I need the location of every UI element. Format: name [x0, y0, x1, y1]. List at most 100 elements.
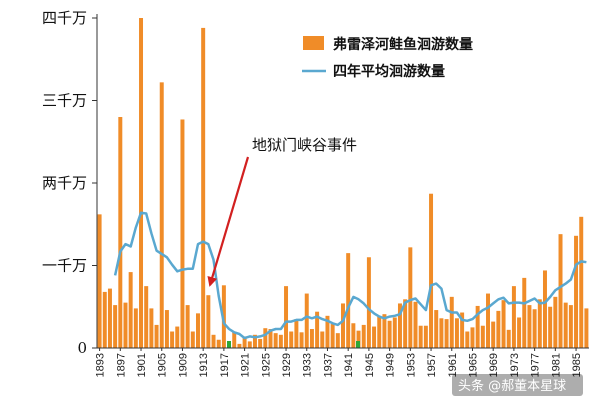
axes — [96, 14, 589, 349]
bar — [574, 235, 579, 348]
legend-label-line: 四年平均洄游数量 — [333, 63, 445, 80]
bar — [470, 327, 475, 349]
x-tick-labels: 1893 1897 1901 1905 1909 1913 1917 1921 1925 1929… — [95, 348, 583, 377]
bar — [315, 311, 320, 348]
x-tick-label: 1981 — [550, 353, 562, 377]
x-tick-label: 1909 — [178, 353, 190, 377]
bar — [190, 331, 195, 348]
x-tick-label: 1897 — [115, 353, 127, 377]
bar — [170, 331, 175, 348]
bar — [537, 299, 542, 348]
x-tick-label: 1893 — [95, 353, 107, 377]
bar — [294, 319, 299, 349]
bar — [185, 305, 190, 348]
bar — [449, 296, 454, 348]
bar — [325, 315, 330, 348]
bar — [553, 296, 558, 348]
bar — [486, 293, 490, 348]
watermark: 头条 @郝董本星球 — [452, 374, 583, 396]
legend-swatch-bar — [303, 36, 324, 50]
x-tick-label: 1941 — [343, 353, 355, 377]
bar — [568, 305, 573, 348]
bar — [309, 329, 314, 348]
bar — [429, 193, 434, 348]
legend: 弗雷泽河鲑鱼洄游数量 四年平均洄游数量 — [302, 36, 473, 80]
bar — [377, 316, 382, 348]
x-tick-label: 1901 — [136, 353, 148, 377]
bar — [164, 310, 169, 348]
bar — [196, 313, 200, 348]
bar — [139, 18, 144, 348]
bar — [278, 334, 283, 348]
x-tick-label: 1973 — [509, 353, 521, 377]
bar — [258, 338, 263, 348]
x-tick-label: 1937 — [323, 353, 335, 377]
bar — [149, 308, 154, 348]
bar — [341, 303, 345, 348]
bar — [444, 319, 449, 349]
bar — [273, 333, 278, 348]
bar — [522, 277, 527, 349]
bar — [356, 330, 361, 348]
y-tick-labels: 0 一千万 两千万 三千万 四千万 — [42, 9, 97, 357]
bar — [211, 334, 216, 348]
bar — [563, 302, 568, 349]
bar-series — [97, 18, 589, 349]
x-tick-label: 1985 — [571, 353, 583, 377]
watermark-text: 头条 @郝董本星球 — [458, 378, 566, 394]
bar — [527, 305, 532, 348]
bar — [128, 272, 133, 348]
bar — [123, 302, 128, 349]
y-tick-label: 两千万 — [42, 174, 87, 192]
bar — [460, 312, 465, 348]
bar — [154, 324, 159, 348]
bar — [496, 310, 501, 349]
bar — [439, 318, 444, 348]
y-tick-label: 三千万 — [42, 92, 87, 110]
bar — [263, 328, 268, 348]
average-line — [113, 211, 587, 340]
bar — [418, 325, 423, 348]
x-tick-label: 1969 — [488, 353, 500, 377]
highlight-markers — [227, 341, 360, 348]
green-marker — [227, 341, 231, 348]
bar — [102, 291, 107, 348]
bar — [403, 299, 408, 348]
bar — [397, 303, 402, 348]
bar — [584, 308, 589, 348]
y-tick-label: 一千万 — [42, 257, 87, 275]
bar — [252, 334, 257, 348]
legend-label-bar: 弗雷泽河鲑鱼洄游数量 — [333, 36, 473, 53]
x-tick-label: 1929 — [281, 353, 293, 377]
bar — [372, 326, 377, 348]
x-tick-label: 1925 — [260, 353, 272, 377]
bar — [517, 317, 522, 348]
bar — [387, 320, 392, 348]
bar — [320, 331, 325, 348]
bar — [180, 119, 185, 348]
bar — [480, 325, 485, 348]
bar — [501, 300, 506, 348]
bar — [465, 331, 470, 348]
watermark-bg — [452, 374, 583, 396]
bar — [579, 216, 584, 348]
bar — [113, 305, 118, 348]
bar — [335, 333, 340, 348]
x-tick-label: 1977 — [530, 353, 542, 377]
bar — [366, 257, 371, 348]
bar — [558, 234, 563, 348]
bar — [284, 286, 289, 349]
x-tick-label: 1965 — [468, 353, 480, 377]
bar — [548, 306, 553, 348]
bar — [346, 253, 351, 349]
x-tick-label: 1905 — [157, 353, 169, 377]
x-tick-label: 1949 — [385, 353, 397, 377]
bar — [382, 314, 387, 348]
bar — [118, 117, 123, 348]
bar — [408, 247, 413, 348]
x-tick-label: 1953 — [405, 353, 417, 377]
bar — [475, 305, 480, 348]
annotation-text: 地狱门峡谷事件 — [252, 136, 357, 154]
bar — [175, 326, 180, 348]
